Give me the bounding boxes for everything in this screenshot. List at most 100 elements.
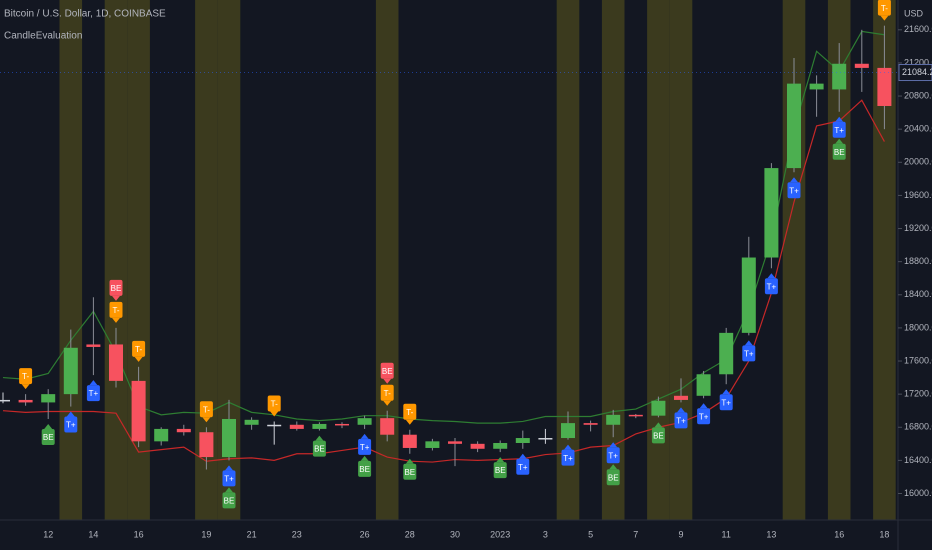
marker-box	[222, 470, 236, 487]
y-tick-label: 17200.00	[904, 389, 932, 399]
marker-box	[606, 469, 620, 486]
candle-body	[312, 423, 327, 429]
marker-label: T+	[224, 474, 234, 483]
marker-label: T+	[608, 451, 618, 460]
candle-body	[86, 344, 101, 347]
candle-body	[696, 374, 711, 396]
marker-box	[267, 395, 281, 412]
candle-body	[18, 399, 33, 403]
marker-pointer	[112, 317, 120, 323]
candle-body	[628, 414, 643, 417]
marker-pointer	[699, 403, 708, 409]
candle-body	[832, 63, 847, 90]
marker-label: T+	[767, 282, 777, 291]
marker-box	[86, 385, 100, 402]
candle-body	[741, 257, 756, 333]
x-tick-label: 19	[201, 529, 211, 539]
last-price-tag	[898, 64, 932, 82]
highlight-column	[59, 0, 83, 520]
marker-pointer	[609, 442, 618, 448]
marker-label: T-	[384, 389, 391, 398]
marker-box	[222, 492, 236, 509]
marker-pointer	[677, 407, 685, 413]
marker-box	[697, 408, 711, 425]
x-tick-label: 16	[134, 529, 144, 539]
signal-marker: BE	[358, 455, 372, 477]
signal-marker: T+	[764, 273, 778, 295]
candle-body	[651, 400, 666, 416]
marker-box	[764, 278, 778, 295]
marker-label: T+	[744, 349, 754, 358]
candle-body	[809, 83, 824, 90]
marker-box	[199, 401, 213, 418]
axis-unit: USD	[904, 8, 924, 18]
marker-box	[606, 447, 620, 464]
marker-pointer	[383, 378, 392, 384]
marker-box	[832, 121, 846, 138]
signal-marker: T-	[199, 401, 213, 423]
marker-box	[877, 0, 891, 16]
band-line	[2, 99, 885, 463]
x-tick-label: 12	[43, 529, 53, 539]
marker-pointer	[360, 433, 369, 439]
candle-body	[425, 441, 440, 448]
signal-marker: T-	[380, 384, 394, 406]
marker-box	[832, 143, 846, 160]
marker-label: T+	[699, 412, 709, 421]
y-tick-label: 16400.00	[904, 455, 932, 465]
marker-label: T+	[721, 398, 731, 407]
candle-body	[244, 419, 259, 425]
marker-box	[19, 368, 33, 385]
candle-body	[448, 441, 462, 444]
signal-marker: BE	[651, 422, 665, 444]
marker-label: T+	[360, 443, 370, 452]
marker-box	[358, 438, 372, 455]
marker-pointer	[44, 423, 53, 429]
signal-marker: BE	[606, 464, 620, 486]
y-tick-label: 16800.00	[904, 422, 932, 432]
marker-label: BE	[404, 468, 415, 477]
marker-label: T+	[676, 417, 686, 426]
candle-body	[222, 418, 236, 458]
marker-box	[674, 412, 688, 429]
x-tick-label: 9	[678, 529, 683, 539]
signal-marker: T+	[697, 403, 711, 425]
marker-label: BE	[224, 496, 235, 505]
marker-pointer	[112, 295, 120, 301]
y-tick-label: 18000.00	[904, 322, 932, 332]
highlight-column	[195, 0, 218, 520]
marker-box	[719, 394, 733, 411]
highlight-column	[601, 0, 625, 520]
marker-pointer	[767, 273, 776, 279]
marker-pointer	[270, 411, 279, 417]
signal-marker: BE	[109, 279, 123, 301]
candle-body	[199, 432, 214, 458]
signal-marker: BE	[403, 458, 417, 480]
marker-pointer	[790, 177, 798, 183]
marker-box	[787, 182, 801, 199]
marker-label: T-	[112, 306, 119, 315]
candle-body	[41, 394, 56, 403]
y-tick-label: 17600.00	[904, 355, 932, 365]
marker-pointer	[518, 453, 527, 459]
marker-pointer	[880, 15, 889, 21]
candle-body	[470, 443, 485, 449]
signal-marker: T+	[516, 453, 530, 475]
x-tick-label: 30	[450, 529, 460, 539]
signal-marker: BE	[493, 457, 507, 479]
candle-body	[583, 423, 598, 425]
marker-label: BE	[111, 284, 122, 293]
candle-body	[877, 67, 892, 106]
marker-label: T+	[789, 186, 799, 195]
marker-label: T-	[881, 4, 888, 13]
marker-box	[651, 427, 665, 444]
last-price-label: 21084.22	[902, 67, 932, 77]
signal-marker: T+	[64, 411, 78, 433]
marker-pointer	[564, 444, 572, 450]
x-tick-label: 21	[247, 529, 257, 539]
band-line	[2, 30, 885, 424]
plot: T- BE T+ T+ T- BE T- T- T+ BE T- BE T+ BE T- BE T- BE BE T+…	[0, 0, 892, 509]
